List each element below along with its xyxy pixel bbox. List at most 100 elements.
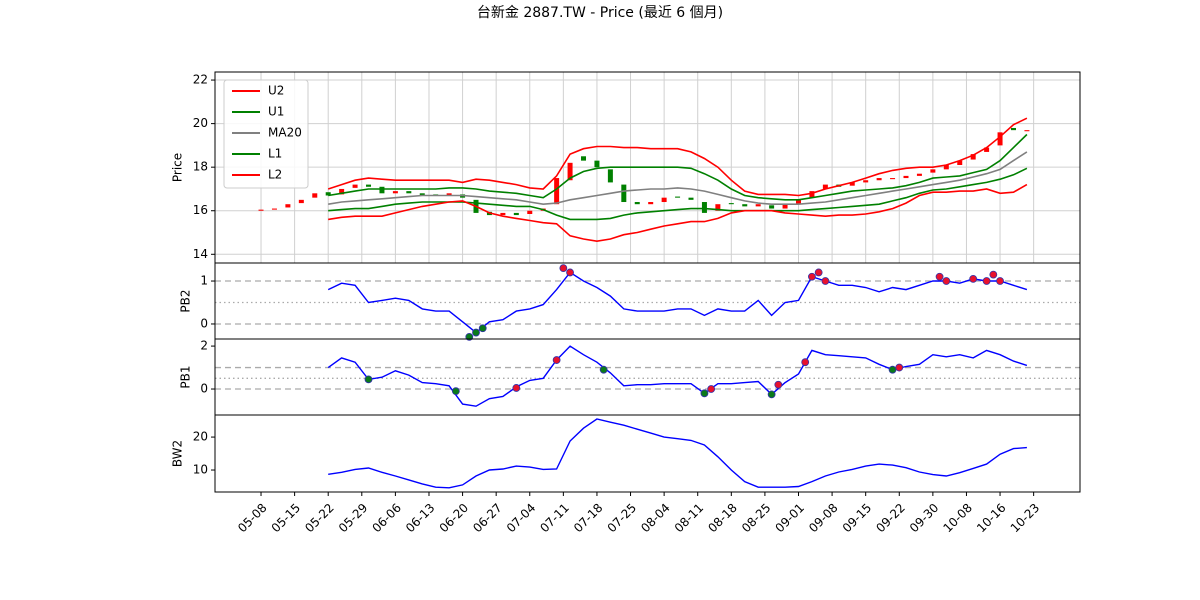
legend-label: MA20 bbox=[268, 126, 302, 140]
candle bbox=[782, 204, 788, 209]
y-tick-label: 16 bbox=[193, 203, 208, 217]
candle bbox=[339, 188, 345, 195]
series-line bbox=[327, 117, 1028, 197]
x-tick-label: 05-29 bbox=[336, 501, 371, 536]
candle bbox=[634, 202, 640, 205]
signal-marker bbox=[364, 375, 373, 384]
candle bbox=[876, 178, 882, 181]
candle bbox=[809, 191, 815, 198]
y-tick-label: 22 bbox=[193, 73, 208, 87]
series-line bbox=[328, 167, 1028, 221]
candle bbox=[419, 193, 425, 196]
x-tick-label: 07-18 bbox=[571, 501, 606, 536]
y-tick-label: 0 bbox=[200, 316, 208, 330]
series-line bbox=[327, 345, 1028, 407]
series-line bbox=[328, 418, 1027, 489]
candle bbox=[366, 184, 372, 187]
y-tick-label: 14 bbox=[193, 247, 208, 261]
y-axis-label: PB1 bbox=[179, 365, 193, 388]
x-tick-label: 08-04 bbox=[638, 501, 673, 536]
candle bbox=[607, 169, 613, 183]
candle bbox=[863, 180, 869, 183]
signal-marker bbox=[969, 274, 978, 283]
candle bbox=[822, 184, 828, 189]
candle bbox=[795, 199, 801, 205]
panel: 0 2 PB1 bbox=[179, 338, 1081, 416]
y-tick-label: 1 bbox=[200, 274, 208, 288]
candle bbox=[298, 199, 304, 204]
y-axis-label: BW2 bbox=[171, 440, 185, 467]
y-tick-label: 2 bbox=[200, 339, 208, 353]
candle bbox=[916, 173, 922, 176]
panel: 14 16 18 20 22 Price U2 U1 MA20 L1 L2 bbox=[171, 71, 1081, 264]
candle bbox=[446, 193, 452, 196]
axes-frame bbox=[214, 338, 1081, 416]
legend-label: U2 bbox=[268, 84, 284, 98]
signal-marker bbox=[989, 270, 998, 279]
candle bbox=[285, 204, 291, 208]
signal-marker bbox=[895, 363, 904, 372]
x-tick-label: 08-25 bbox=[739, 501, 774, 536]
candle bbox=[527, 210, 533, 214]
candle bbox=[352, 184, 358, 188]
candle bbox=[581, 156, 587, 161]
series-line bbox=[328, 151, 1028, 206]
signal-marker bbox=[821, 277, 830, 285]
x-tick-label: 09-30 bbox=[907, 501, 942, 536]
x-tick-label: 09-08 bbox=[806, 501, 841, 536]
x-tick-label: 06-20 bbox=[437, 501, 472, 536]
axes-frame bbox=[214, 414, 1081, 493]
signal-marker bbox=[512, 384, 521, 392]
y-tick-label: 18 bbox=[193, 160, 208, 174]
candle bbox=[567, 162, 573, 181]
legend: U2 U1 MA20 L1 L2 bbox=[223, 79, 309, 189]
legend-label: L2 bbox=[268, 168, 282, 182]
axes-frame bbox=[214, 262, 1081, 340]
candle bbox=[769, 205, 775, 209]
x-tick-label: 08-11 bbox=[672, 501, 707, 536]
candle bbox=[312, 193, 318, 198]
series-line bbox=[327, 271, 1028, 334]
signal-marker bbox=[552, 356, 561, 364]
y-tick-label: 10 bbox=[193, 463, 208, 477]
signal-marker bbox=[478, 324, 487, 333]
signal-marker bbox=[599, 365, 608, 374]
signal-marker bbox=[942, 277, 951, 285]
series-line bbox=[328, 183, 1028, 243]
candle bbox=[379, 186, 385, 194]
candle bbox=[1010, 127, 1016, 131]
candle bbox=[513, 212, 519, 216]
x-tick-label: 05-08 bbox=[235, 501, 270, 536]
signal-marker bbox=[814, 268, 823, 277]
x-tick-label: 10-08 bbox=[940, 501, 975, 536]
signal-marker bbox=[996, 277, 1004, 285]
signal-marker bbox=[801, 358, 810, 367]
x-tick-label: 09-22 bbox=[873, 501, 908, 536]
legend-label: L1 bbox=[268, 147, 282, 161]
y-axis-label: Price bbox=[171, 153, 185, 182]
x-tick-label: 06-06 bbox=[369, 501, 404, 536]
candle bbox=[701, 202, 707, 213]
signal-marker bbox=[451, 387, 460, 396]
x-tick-label: 07-25 bbox=[605, 501, 640, 536]
legend-label: U1 bbox=[268, 105, 284, 119]
signal-marker bbox=[700, 389, 709, 398]
candle bbox=[943, 164, 949, 170]
series-line bbox=[328, 133, 1028, 201]
y-tick-label: 20 bbox=[193, 430, 208, 444]
x-tick-label: 07-11 bbox=[537, 501, 572, 536]
candle bbox=[271, 208, 277, 210]
y-axis-label: PB2 bbox=[179, 289, 193, 312]
candle bbox=[957, 160, 963, 165]
candle bbox=[742, 204, 748, 207]
candle bbox=[325, 192, 331, 196]
candle bbox=[675, 196, 681, 198]
candle bbox=[849, 182, 855, 186]
signal-marker bbox=[767, 390, 776, 399]
signal-marker bbox=[566, 268, 574, 277]
x-tick-label: 10-23 bbox=[1008, 501, 1043, 536]
signal-marker bbox=[935, 272, 944, 281]
y-tick-label: 20 bbox=[193, 116, 208, 130]
candle bbox=[715, 204, 721, 211]
